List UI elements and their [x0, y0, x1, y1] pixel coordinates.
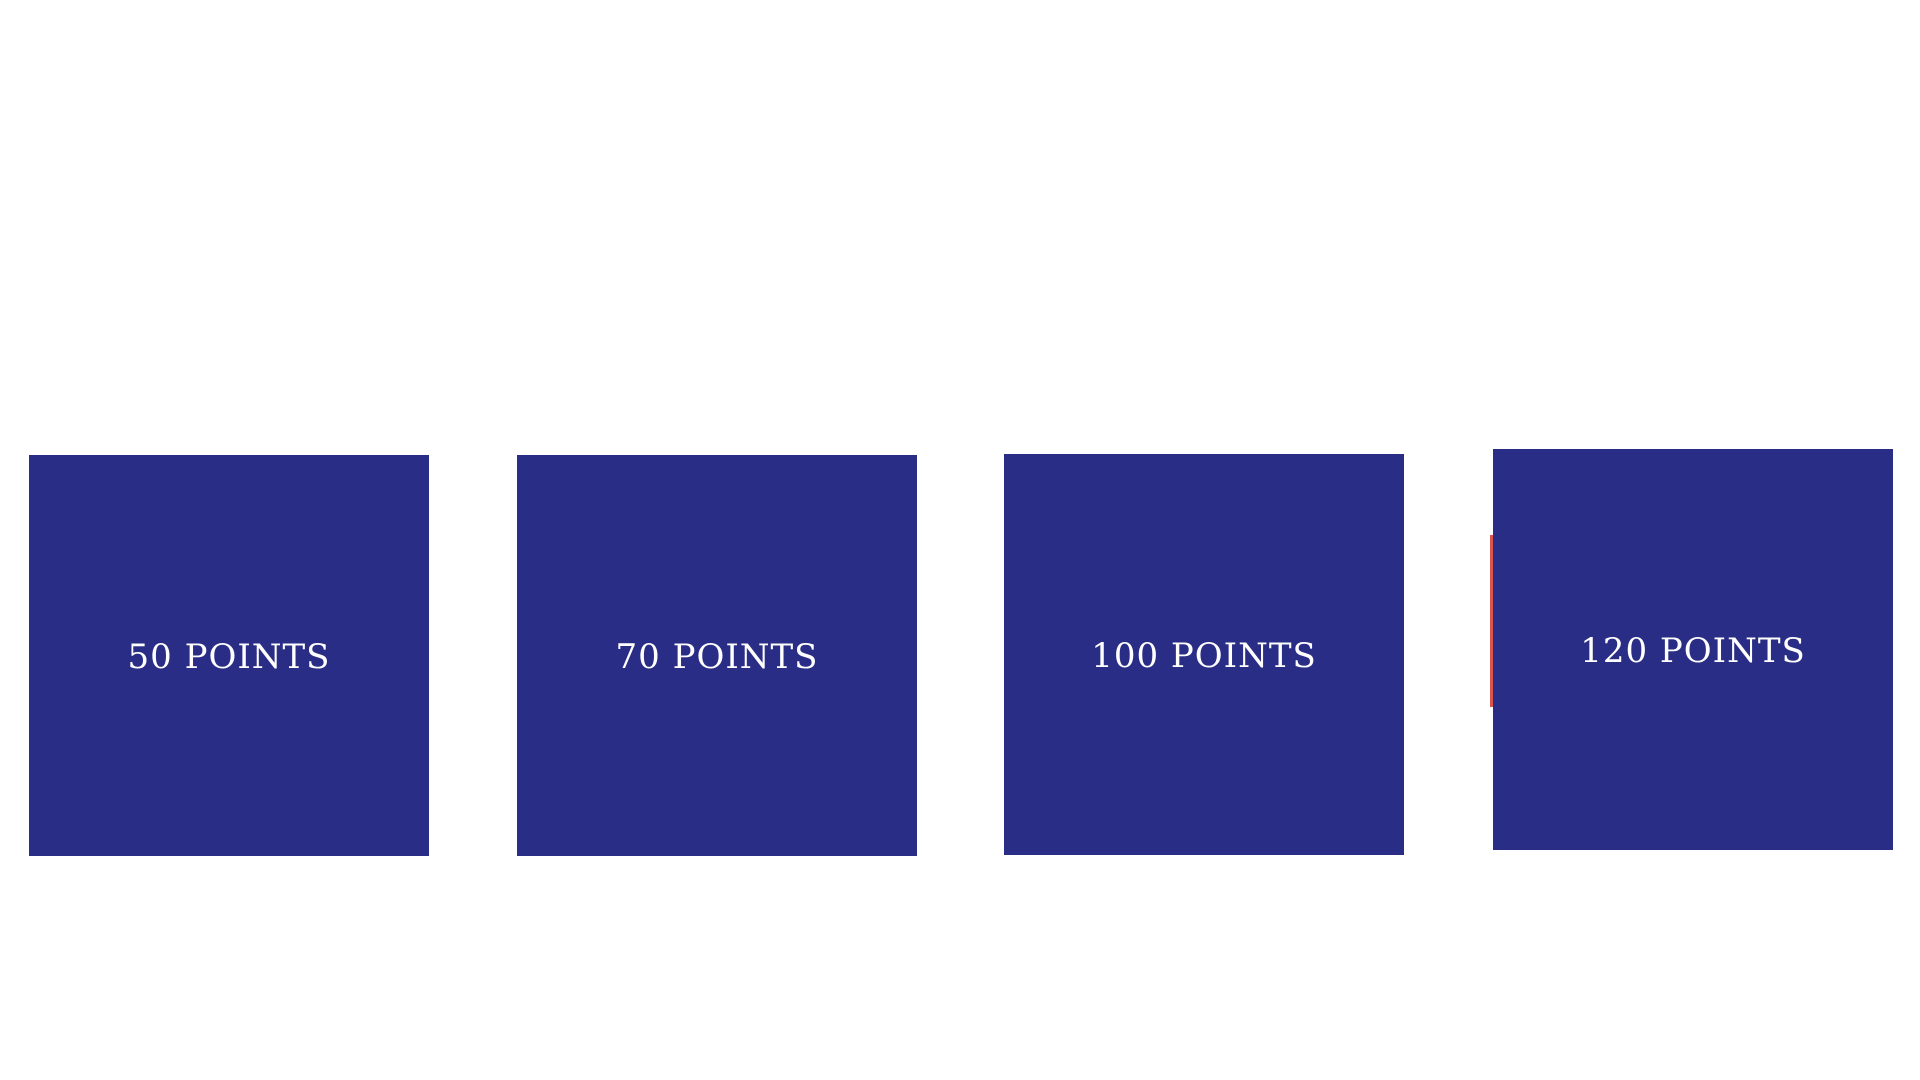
tile-120-points[interactable]: 120 POINTS	[1493, 449, 1893, 850]
tile-70-points[interactable]: 70 POINTS	[517, 455, 917, 856]
tile-50-points[interactable]: 50 POINTS	[29, 455, 429, 856]
accent-edge-marker	[1490, 535, 1493, 707]
tile-label: 70 POINTS	[615, 636, 819, 677]
tile-label: 50 POINTS	[127, 636, 331, 677]
tile-100-points[interactable]: 100 POINTS	[1004, 454, 1404, 855]
tile-label: 120 POINTS	[1580, 630, 1806, 671]
tile-label: 100 POINTS	[1091, 635, 1317, 676]
